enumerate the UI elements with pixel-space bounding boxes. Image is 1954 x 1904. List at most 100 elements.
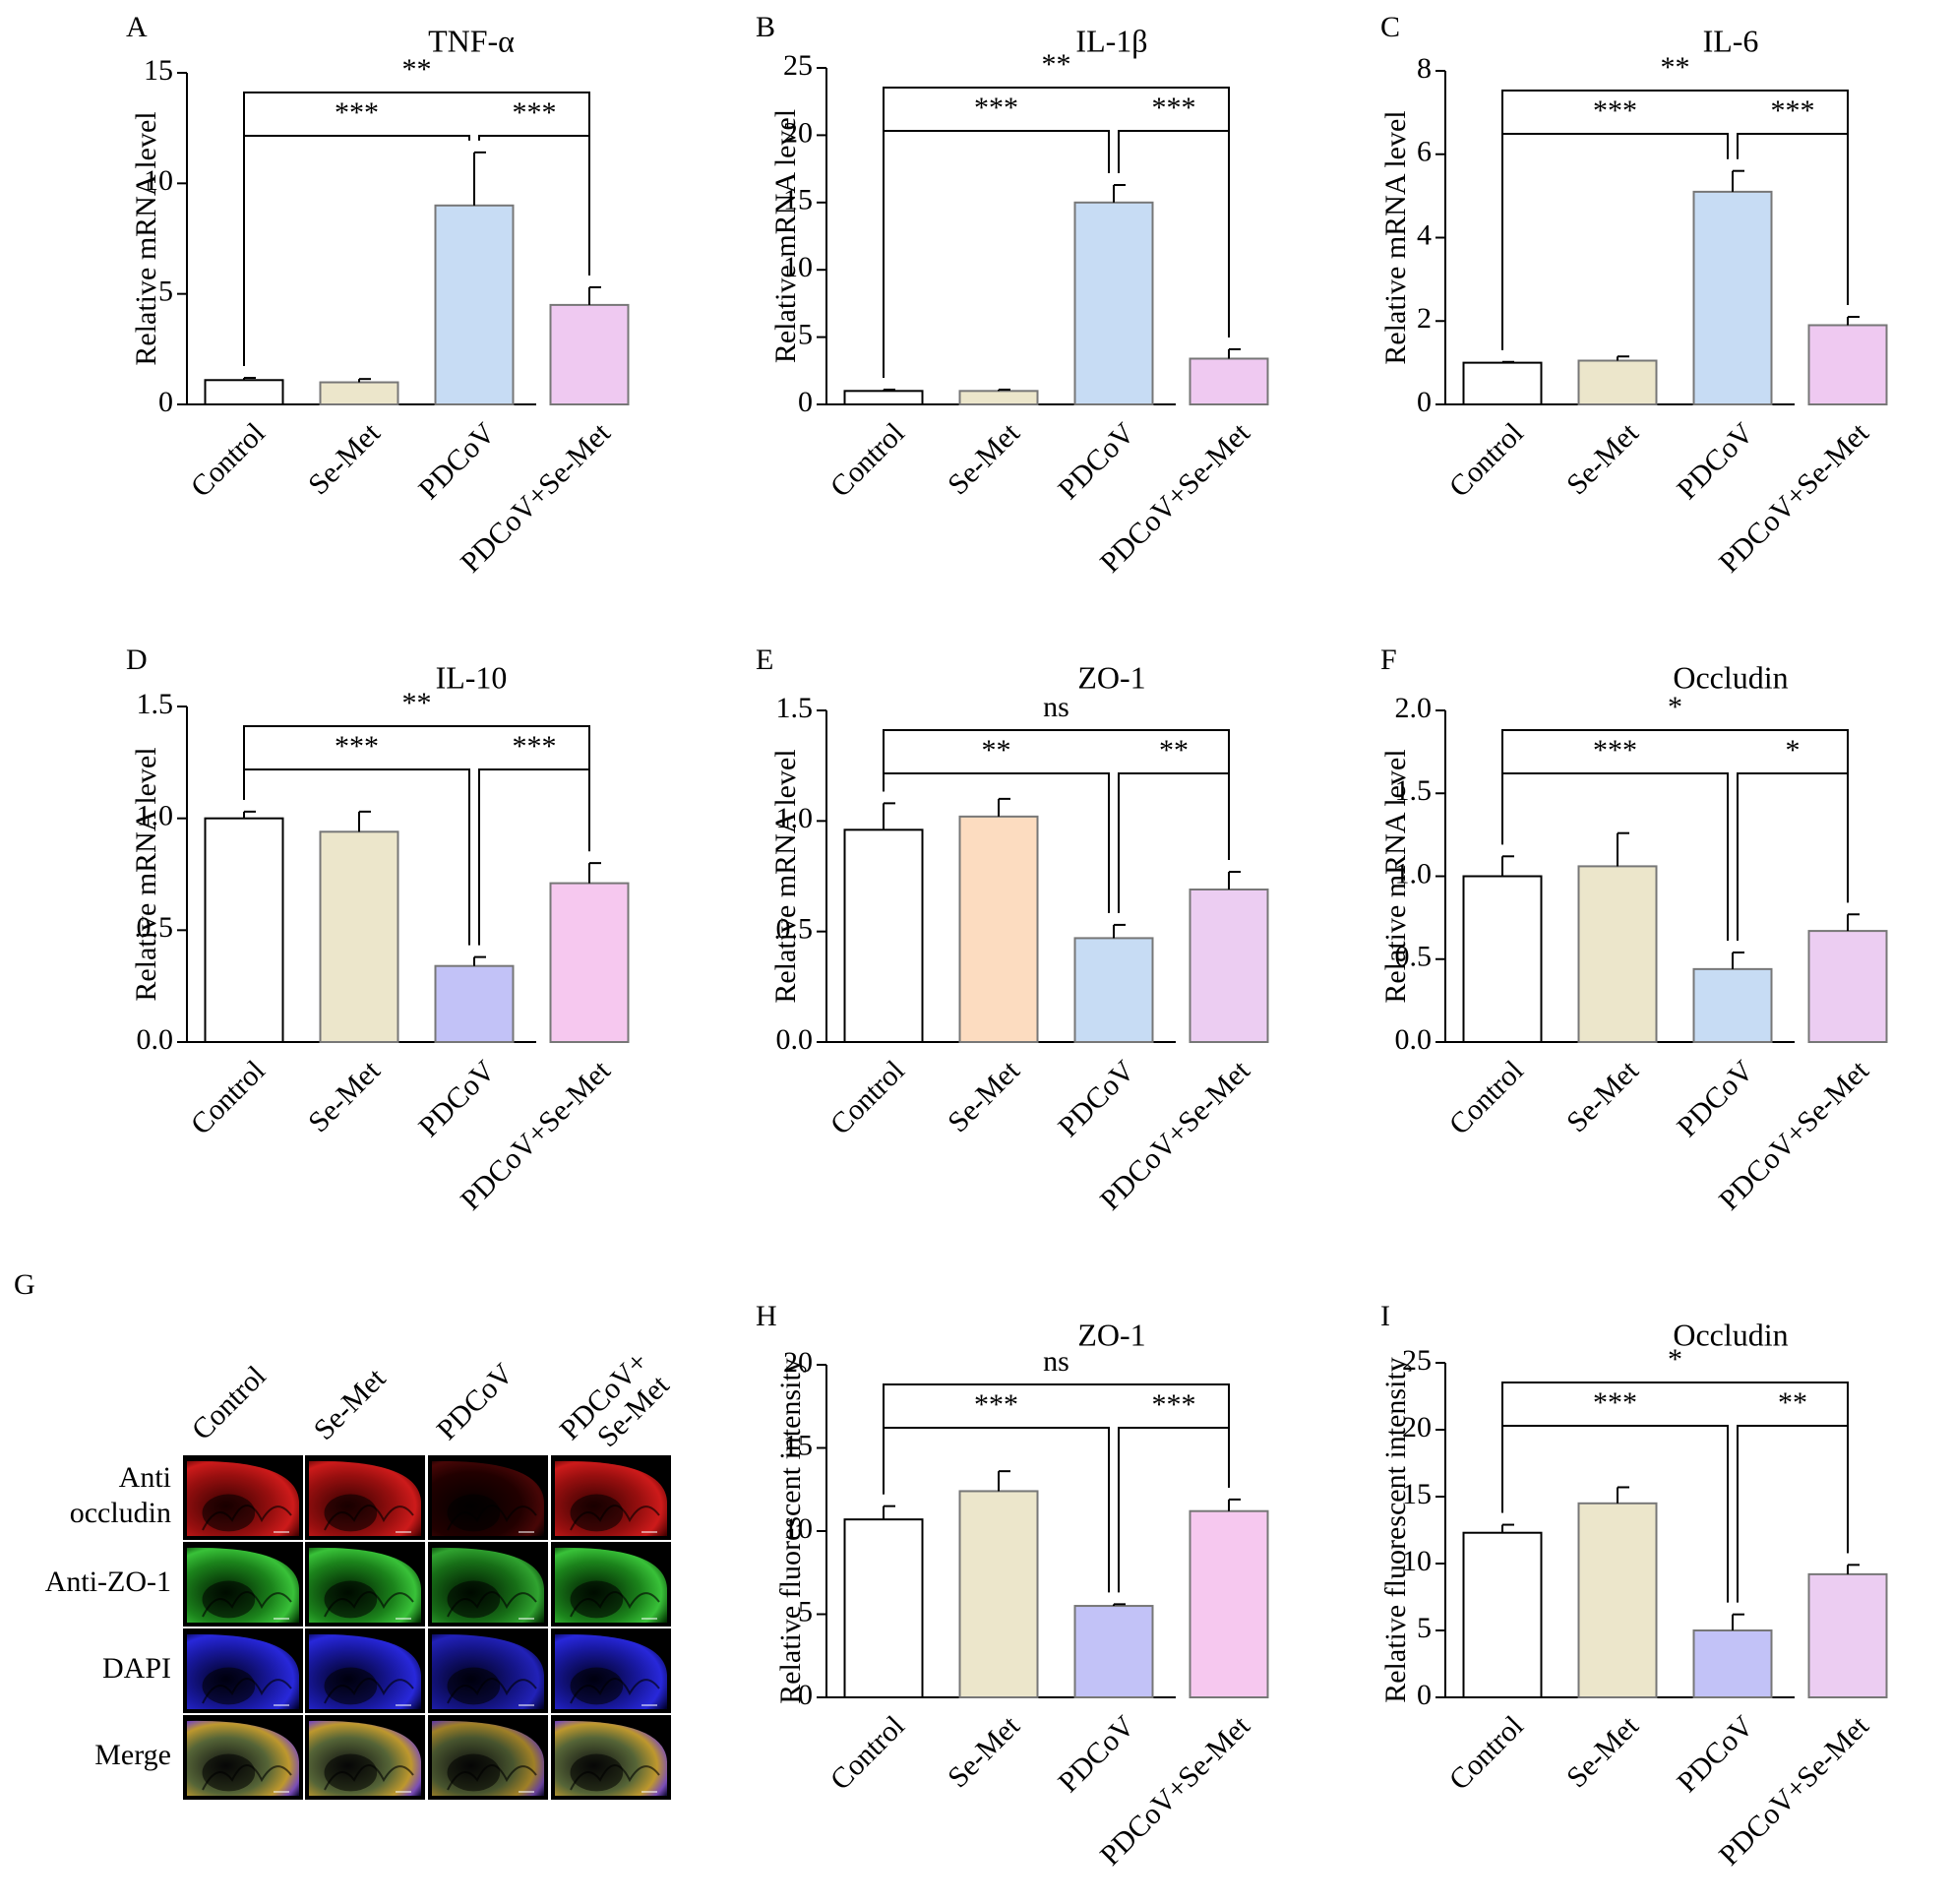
y-tick-label: 0.5 <box>1395 941 1433 973</box>
significance-bracket <box>1737 1425 1849 1603</box>
chart-panel-d: D IL-10 Relative mRNA level 0.0 0.5 1.0 1.5 Con… <box>126 644 630 1216</box>
significance-bracket <box>883 130 1110 378</box>
significance-label: ** <box>402 687 432 719</box>
significance-bracket <box>1501 133 1729 350</box>
chart-title: TNF-α <box>428 23 515 58</box>
y-tick-label: 6 <box>1417 136 1432 168</box>
significance-label: *** <box>1152 1388 1196 1421</box>
villi-outline <box>447 1678 537 1704</box>
x-tick-label: Control <box>1443 1709 1530 1796</box>
micrograph-blue-0 <box>183 1628 303 1713</box>
villi-outline <box>570 1591 660 1618</box>
y-tick-label: 5 <box>1417 1612 1432 1644</box>
chart-title: ZO-1 <box>1077 659 1145 695</box>
x-tick-label: Se-Met <box>302 416 387 501</box>
bar-pdcov <box>434 964 515 1043</box>
bar-pdcov <box>1692 190 1773 405</box>
significance-label: *** <box>335 730 379 763</box>
lumen <box>570 1494 624 1532</box>
significance-label: ns <box>1043 691 1069 723</box>
y-tick-label: 5 <box>798 1595 813 1628</box>
chart-panel-f: F Occludin Relative mRNA level 0.0 0.5 1.0 1.5… <box>1379 644 1888 1216</box>
chart-title: ZO-1 <box>1077 1317 1145 1352</box>
micrograph-merge-3 <box>551 1715 671 1800</box>
bar-se-met <box>958 1490 1039 1698</box>
significance-bracket <box>1501 772 1729 942</box>
villi-outline <box>324 1505 414 1531</box>
bar-pdcov-se-met <box>1189 357 1269 406</box>
bar-control <box>843 390 924 406</box>
bar-pdcov <box>1692 967 1773 1043</box>
chart-title: Occludin <box>1673 1317 1788 1352</box>
y-tick-label: 0 <box>798 1679 813 1711</box>
x-tick-label: Control <box>185 1054 272 1140</box>
row-label-0: Anti occludin <box>70 1461 171 1529</box>
x-tick-label: Control <box>1443 1054 1530 1140</box>
lumen <box>447 1494 501 1532</box>
significance-label: *** <box>1593 1386 1637 1419</box>
lumen <box>324 1753 378 1792</box>
panel-label: E <box>756 644 773 676</box>
row-label-3: Merge <box>94 1739 171 1771</box>
significance-label: *** <box>1593 94 1637 127</box>
villi-outline <box>202 1591 292 1618</box>
significance-bracket <box>1501 90 1849 350</box>
bar-pdcov <box>1692 1629 1773 1698</box>
lumen <box>324 1580 378 1619</box>
y-tick-label: 10 <box>783 1512 813 1545</box>
significance-bracket <box>1118 130 1230 338</box>
bar-pdcov-se-met <box>1189 1509 1269 1698</box>
bar-control <box>843 1518 924 1699</box>
x-tick-label: PDCoV <box>1052 1054 1141 1143</box>
bar-pdcov-se-met <box>1189 888 1269 1043</box>
significance-label: *** <box>335 96 379 129</box>
y-tick-label: 1.5 <box>776 692 814 724</box>
lumen <box>447 1580 501 1619</box>
bar-pdcov-se-met <box>1807 324 1888 405</box>
chart-panel-e: E ZO-1 Relative mRNA level 0.0 0.5 1.0 1.5 Cont… <box>756 644 1269 1216</box>
y-tick-label: 1.0 <box>137 800 174 832</box>
chart-panel-b: B IL-1β Relative mRNA level 0 5 10 15 20 25 Contr… <box>756 11 1269 579</box>
y-tick-label: 8 <box>1417 52 1432 85</box>
bar-pdcov <box>1073 1605 1154 1699</box>
bar-pdcov-se-met <box>549 882 630 1043</box>
y-tick-label: 0.0 <box>776 1023 814 1056</box>
significance-bracket <box>243 768 470 946</box>
bar-pdcov-se-met <box>1807 930 1888 1043</box>
micrograph-red-2 <box>428 1455 548 1540</box>
bar-pdcov-se-met <box>1807 1572 1888 1699</box>
significance-label: *** <box>1593 734 1637 767</box>
row-label-2: DAPI <box>102 1652 171 1685</box>
significance-label: *** <box>1152 92 1196 124</box>
y-tick-label: 0 <box>1417 386 1432 418</box>
y-axis-label: Relative mRNA level <box>769 749 802 1003</box>
y-tick-label: 15 <box>783 1429 813 1461</box>
significance-label: ** <box>402 53 432 86</box>
y-tick-label: 20 <box>783 116 813 149</box>
significance-bracket <box>243 135 470 367</box>
column-header-2: PDCoV <box>431 1357 520 1446</box>
y-tick-label: 20 <box>783 1346 813 1379</box>
y-tick-label: 0 <box>1417 1679 1432 1711</box>
micrograph-red-3 <box>551 1455 671 1540</box>
bar-se-met <box>1577 1502 1658 1699</box>
micrograph-red-1 <box>305 1455 425 1540</box>
x-tick-label: Se-Met <box>942 416 1026 501</box>
x-tick-label: PDCoV <box>1052 1709 1141 1799</box>
y-tick-label: 10 <box>1402 1545 1432 1577</box>
y-tick-label: 0.5 <box>776 913 814 946</box>
significance-bracket <box>1118 772 1230 913</box>
villi-outline <box>570 1505 660 1531</box>
y-tick-label: 1.0 <box>1395 857 1433 890</box>
panel-label: I <box>1380 1300 1390 1332</box>
y-tick-label: 1.0 <box>776 802 814 834</box>
y-tick-label: 25 <box>783 49 813 82</box>
y-tick-label: 5 <box>158 276 173 308</box>
row-label-1: Anti-ZO-1 <box>45 1566 171 1598</box>
y-axis-label: Relative mRNA level <box>1379 110 1412 364</box>
panel-label: G <box>14 1268 35 1301</box>
micrograph-panel: G Control Se-Met PDCoV PDCoV+Se-Met Anti occlu… <box>14 1268 676 1800</box>
significance-label: * <box>1668 691 1682 723</box>
x-tick-label: Se-Met <box>302 1054 387 1138</box>
